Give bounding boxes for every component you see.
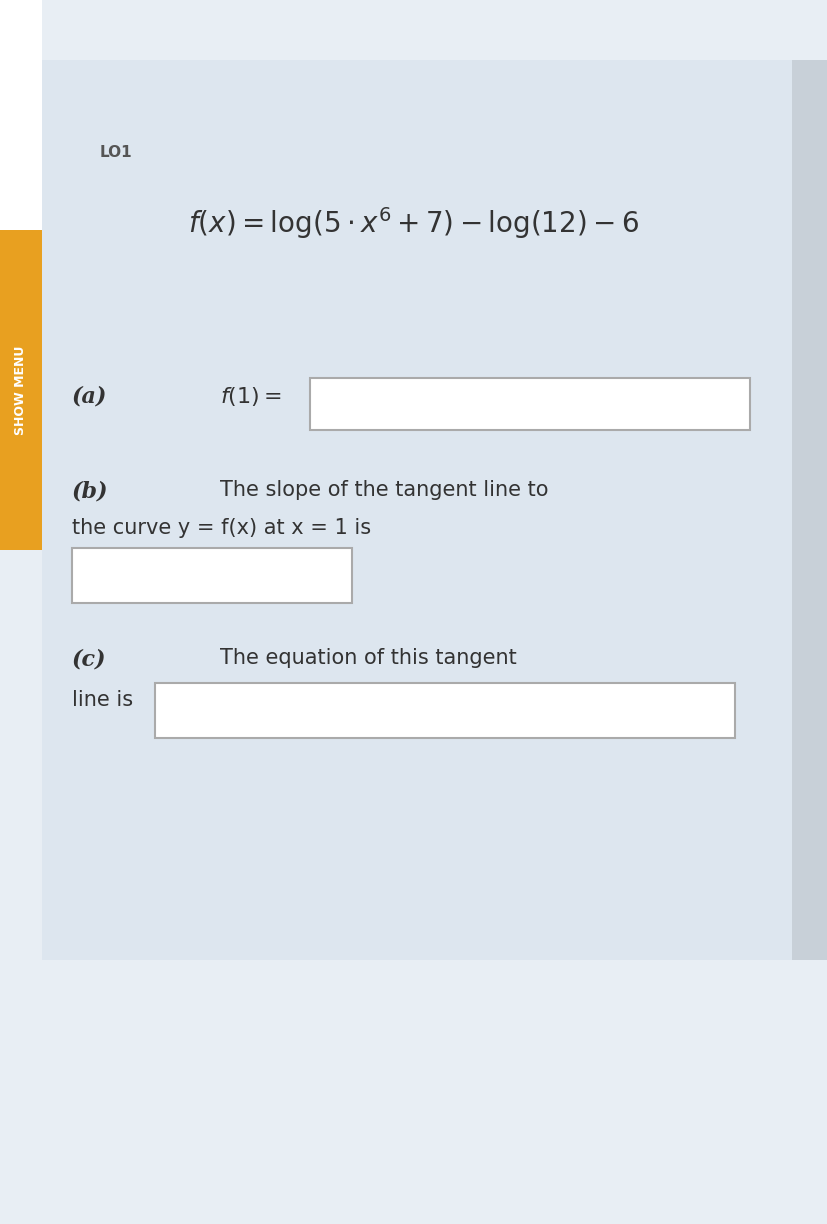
Text: (c): (c)	[72, 647, 107, 670]
FancyBboxPatch shape	[309, 378, 749, 430]
Text: LO1: LO1	[100, 144, 132, 160]
Text: The slope of the tangent line to: The slope of the tangent line to	[220, 480, 547, 499]
FancyBboxPatch shape	[155, 683, 734, 738]
FancyBboxPatch shape	[0, 0, 42, 439]
FancyBboxPatch shape	[42, 60, 791, 960]
FancyBboxPatch shape	[72, 548, 351, 603]
FancyBboxPatch shape	[791, 60, 827, 960]
Text: $f(x) = \log(5 \cdot x^6 + 7) - \log(12) - 6$: $f(x) = \log(5 \cdot x^6 + 7) - \log(12)…	[189, 204, 638, 241]
Text: SHOW MENU: SHOW MENU	[15, 345, 27, 435]
Text: the curve y = f(x) at x = 1 is: the curve y = f(x) at x = 1 is	[72, 518, 370, 539]
Text: The equation of this tangent: The equation of this tangent	[220, 647, 516, 668]
Text: $f(1) =$: $f(1) =$	[220, 386, 282, 408]
Text: (b): (b)	[72, 480, 108, 502]
FancyBboxPatch shape	[0, 230, 42, 550]
Text: (a): (a)	[72, 386, 108, 408]
Text: line is: line is	[72, 690, 133, 710]
